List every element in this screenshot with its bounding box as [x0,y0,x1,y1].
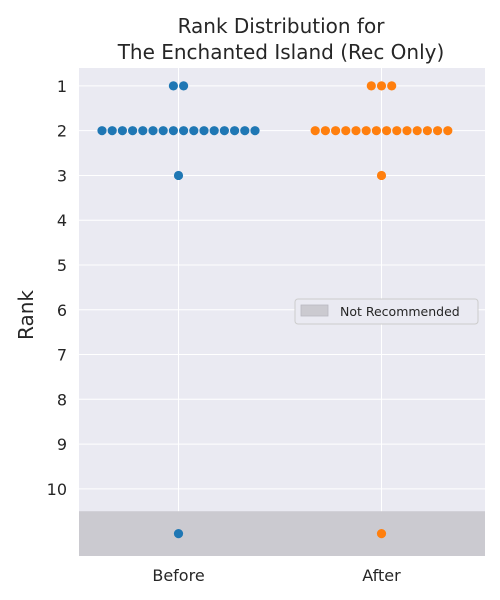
y-axis-ticks: 1 2 3 4 5 6 7 8 9 10 [47,77,67,499]
data-point [148,126,158,136]
y-tick-label: 3 [57,166,67,185]
legend-frame [294,298,479,325]
legend: Not Recommended [294,298,479,325]
not-recommended-band [79,511,485,556]
data-point [371,126,381,136]
y-axis-label: Rank [14,290,38,340]
data-point [97,126,107,136]
data-point [128,126,138,136]
y-tick-label: 6 [57,301,67,320]
x-axis-ticks: Before After [152,566,401,585]
data-point [382,126,392,136]
data-point [219,126,229,136]
data-point [443,126,453,136]
data-point [376,81,387,91]
data-point [402,126,412,136]
legend-label-not-recommended: Not Recommended [340,304,460,319]
data-point [199,126,209,136]
grid [79,68,485,556]
chart-title: Rank Distribution for The Enchanted Isla… [117,14,445,64]
data-point [209,126,219,136]
chart-title-line-2: The Enchanted Island (Rec Only) [117,40,445,64]
data-point [107,126,117,136]
data-point [376,529,387,539]
data-point [392,126,402,136]
data-point [361,126,371,136]
data-point [387,81,397,91]
data-point [179,126,189,136]
data-point [168,126,178,136]
y-tick-label: 7 [57,346,67,365]
data-point [117,126,127,136]
y-tick-label: 10 [47,480,67,499]
data-point [168,81,178,91]
data-point [351,126,361,136]
data-point [331,126,341,136]
data-point [310,126,320,136]
data-points [97,81,453,539]
data-point [422,126,432,136]
data-point [158,126,168,136]
data-point [138,126,148,136]
data-point [320,126,330,136]
data-point [240,126,250,136]
data-point [179,81,189,91]
data-point [433,126,443,136]
data-point [341,126,351,136]
y-tick-label: 4 [57,211,67,230]
data-point [230,126,240,136]
data-point [173,529,184,539]
data-point [412,126,422,136]
data-point [366,81,376,91]
chart-title-line-1: Rank Distribution for [178,14,386,38]
data-point [376,170,387,181]
x-tick-label: After [362,566,401,585]
data-point [189,126,199,136]
y-tick-label: 5 [57,256,67,275]
y-tick-label: 9 [57,435,67,454]
data-point [250,126,260,136]
data-point [173,170,184,181]
x-tick-label: Before [152,566,204,585]
y-tick-label: 1 [57,77,67,96]
y-tick-label: 8 [57,390,67,409]
y-tick-label: 2 [57,122,67,141]
legend-swatch-not-recommended [300,304,329,317]
